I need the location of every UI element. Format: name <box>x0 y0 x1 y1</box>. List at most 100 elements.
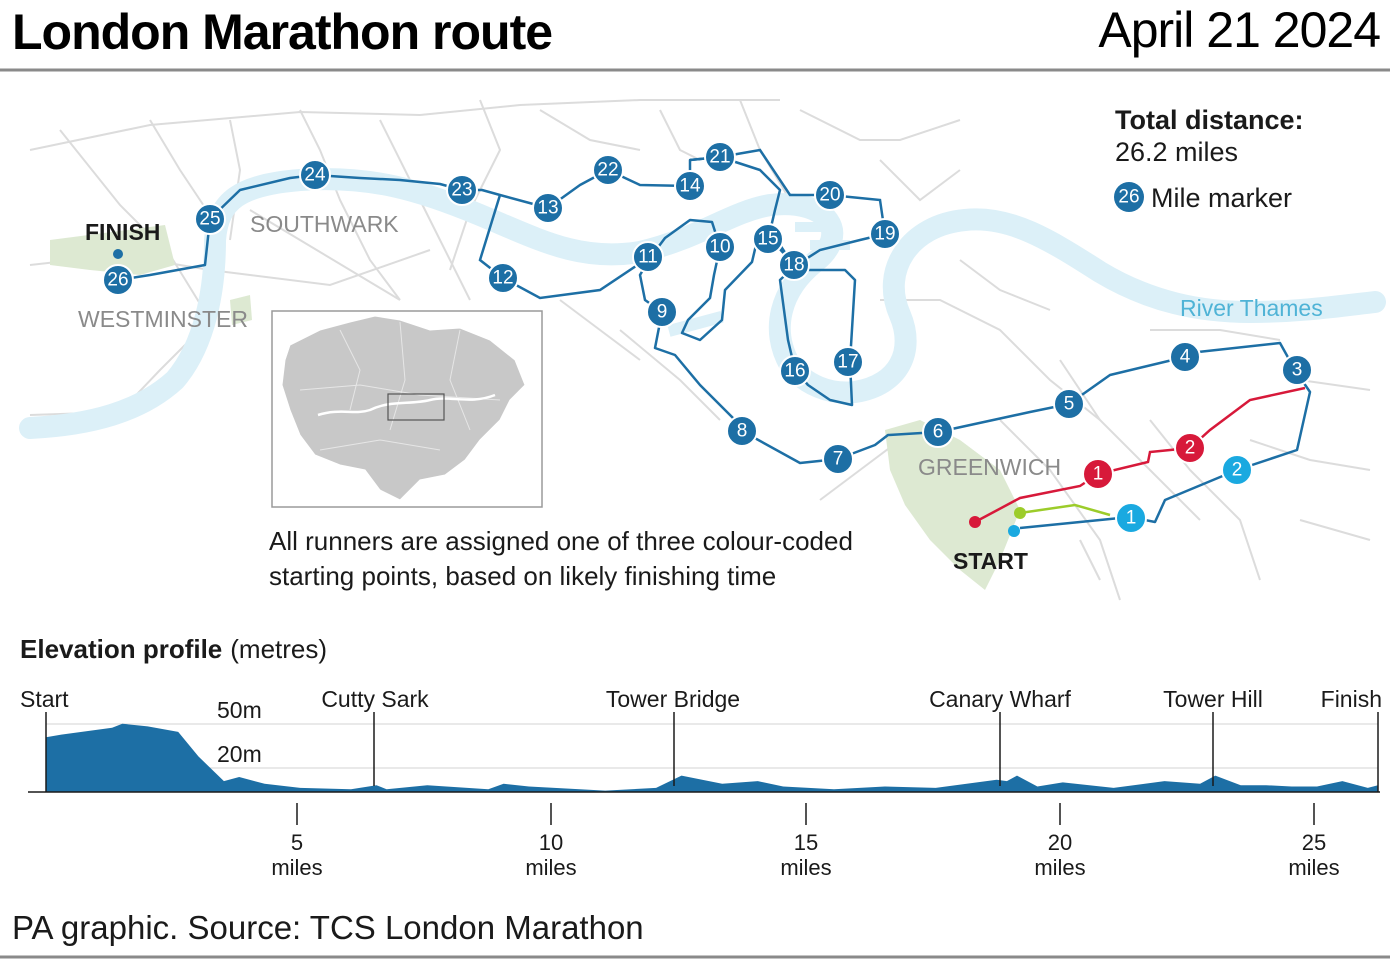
svg-text:17: 17 <box>837 352 858 373</box>
red-mile-marker-1: 1 <box>1082 458 1114 490</box>
dock-3 <box>810 240 850 250</box>
landmark-finish: Finish <box>1321 686 1382 712</box>
landmark-canary-wharf: Canary Wharf <box>929 686 1071 712</box>
tick-label-20: 20 <box>1048 830 1072 855</box>
mile-marker-26: 26 <box>102 264 134 296</box>
landmark-cutty-sark: Cutty Sark <box>321 686 429 712</box>
svg-text:8: 8 <box>737 421 748 442</box>
svg-text:23: 23 <box>451 180 472 201</box>
total-distance-value: 26.2 miles <box>1115 137 1238 167</box>
mile-marker-19: 19 <box>869 218 901 250</box>
svg-text:22: 22 <box>597 160 618 181</box>
mile-marker-3: 3 <box>1281 354 1313 386</box>
elevation-area <box>46 723 1378 792</box>
tick-unit-25: miles <box>1288 855 1339 880</box>
svg-text:18: 18 <box>783 255 804 276</box>
southwark-label: SOUTHWARK <box>250 211 399 237</box>
river-label: River Thames <box>1180 295 1323 321</box>
x-ticks: 5 10 15 20 25 miles miles miles miles mi… <box>271 803 1340 880</box>
landmark-tower-bridge: Tower Bridge <box>606 686 740 712</box>
event-date: April 21 2024 <box>1098 2 1380 58</box>
svg-text:3: 3 <box>1292 360 1303 381</box>
blue-mile-marker-2: 2 <box>1221 454 1253 486</box>
mile-markers: 3 4 5 6 7 8 9 10 11 12 13 14 15 16 17 18… <box>102 141 1313 534</box>
mile-marker-20: 20 <box>814 179 846 211</box>
mile-marker-21: 21 <box>704 141 736 173</box>
inset-river <box>317 393 496 417</box>
svg-text:4: 4 <box>1180 347 1191 368</box>
finish-dot <box>113 249 123 259</box>
green-start-dot <box>1014 507 1026 519</box>
tick-label-25: 25 <box>1302 830 1326 855</box>
svg-text:2: 2 <box>1185 438 1196 459</box>
greenwich-park <box>885 420 1020 590</box>
mile-marker-25: 25 <box>194 203 226 235</box>
svg-text:11: 11 <box>638 247 658 268</box>
svg-text:5: 5 <box>1064 394 1075 415</box>
blue-start-dot <box>1008 525 1020 537</box>
elevation-profile: Elevation profile (metres) 50m 20m Start … <box>20 634 1382 880</box>
svg-text:1: 1 <box>1126 508 1137 529</box>
svg-text:2: 2 <box>1232 460 1243 481</box>
mile-marker-legend-label: Mile marker <box>1151 183 1292 213</box>
inset-map <box>271 310 543 508</box>
svg-text:13: 13 <box>537 198 558 219</box>
mile-marker-17: 17 <box>832 346 864 378</box>
y-label-20m: 20m <box>217 741 262 767</box>
mile-marker-5: 5 <box>1053 388 1085 420</box>
red-start-route <box>974 386 1306 524</box>
green-start-route <box>1019 503 1111 517</box>
tick-unit-10: miles <box>525 855 576 880</box>
greater-london-shape <box>281 315 526 501</box>
legend: Total distance: 26.2 miles 26 Mile marke… <box>1114 105 1304 213</box>
mile-marker-14: 14 <box>674 170 706 202</box>
svg-text:25: 25 <box>199 209 220 230</box>
source-credit: PA graphic. Source: TCS London Marathon <box>12 909 644 946</box>
mile-marker-10: 10 <box>704 231 736 263</box>
borough-lines <box>299 321 501 451</box>
mile-marker-23: 23 <box>446 174 478 206</box>
elevation-title-line: Elevation profile (metres) <box>20 634 327 664</box>
tick-unit-20: miles <box>1034 855 1085 880</box>
svg-text:19: 19 <box>874 224 895 245</box>
elevation-unit: (metres) <box>230 634 327 664</box>
mile-marker-8: 8 <box>726 415 758 447</box>
dock-1 <box>667 310 724 337</box>
tick-label-10: 10 <box>539 830 563 855</box>
start-note-line2: starting points, based on likely finishi… <box>269 561 776 591</box>
svg-text:15: 15 <box>757 229 778 250</box>
mile-marker-4: 4 <box>1169 341 1201 373</box>
svg-text:21: 21 <box>709 147 730 168</box>
st-james-park <box>50 225 175 275</box>
svg-text:12: 12 <box>492 268 513 289</box>
small-park <box>230 295 252 325</box>
mile-marker-legend-icon <box>1114 182 1144 212</box>
landmark-start: Start <box>20 686 69 712</box>
route-map: 3 4 5 6 7 8 9 10 11 12 13 14 15 16 17 18… <box>19 99 1386 601</box>
inset-locator-box <box>387 393 445 421</box>
landmark-tower-hill: Tower Hill <box>1163 686 1263 712</box>
mile-marker-24: 24 <box>299 159 331 191</box>
svg-text:14: 14 <box>679 176 701 197</box>
svg-text:6: 6 <box>933 422 944 443</box>
mile-marker-11: 11 <box>632 241 664 273</box>
greenwich-label: GREENWICH <box>918 454 1061 480</box>
elevation-title: Elevation profile <box>20 634 222 664</box>
mile-marker-13: 13 <box>532 192 564 224</box>
y-label-50m: 50m <box>217 697 262 723</box>
total-distance-label: Total distance: <box>1115 105 1304 135</box>
finish-label: FINISH <box>85 219 160 245</box>
mile-marker-9: 9 <box>646 296 678 328</box>
dock-2 <box>795 222 840 232</box>
mile-marker-16: 16 <box>779 355 811 387</box>
start-note-line1: All runners are assigned one of three co… <box>269 526 853 556</box>
svg-text:20: 20 <box>819 185 840 206</box>
mile-marker-15: 15 <box>752 223 784 255</box>
tick-label-5: 5 <box>291 830 303 855</box>
route-isle-of-dogs <box>689 148 887 268</box>
mile-marker-22: 22 <box>592 154 624 186</box>
tick-unit-15: miles <box>780 855 831 880</box>
westminster-label: WESTMINSTER <box>78 306 248 332</box>
svg-text:1: 1 <box>1093 464 1104 485</box>
